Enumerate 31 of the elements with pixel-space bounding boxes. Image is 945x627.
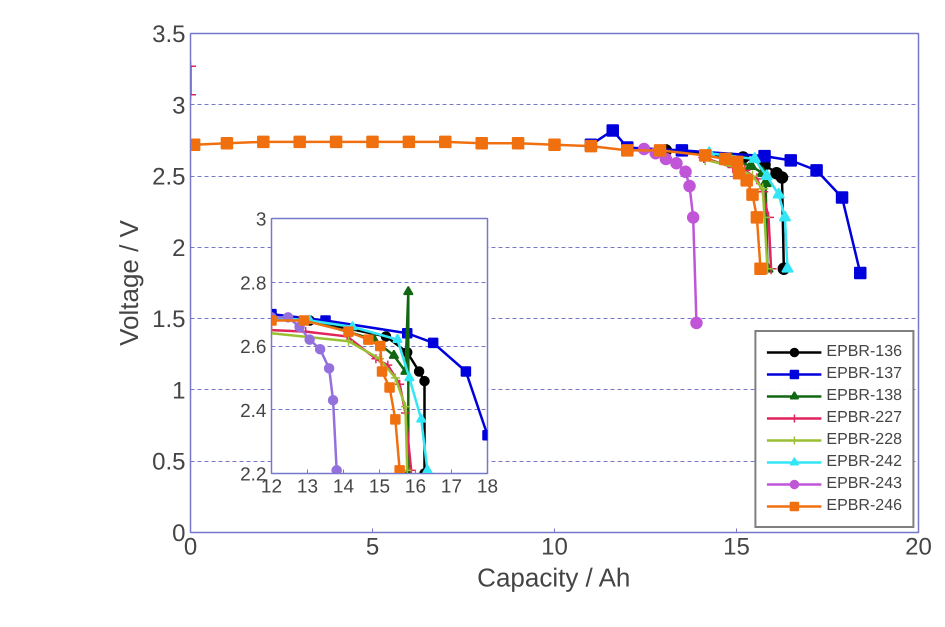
- legend-label: EPBR-243: [826, 474, 902, 494]
- y-axis-title: Voltage / V: [114, 219, 144, 346]
- legend-label: EPBR-136: [826, 342, 902, 362]
- y-tick-label: 1.5: [152, 306, 186, 334]
- x-tick-label: 14: [332, 476, 354, 498]
- y-tick-label: 0.5: [152, 448, 186, 476]
- legend-label: EPBR-138: [826, 386, 902, 406]
- legend-label: EPBR-246: [826, 496, 902, 516]
- legend-label: EPBR-227: [826, 408, 902, 428]
- x-tick-label: 10: [541, 534, 568, 560]
- y-tick-label: 3.5: [152, 21, 186, 48]
- x-tick-label: 17: [440, 476, 462, 498]
- y-tick-label: 3: [256, 210, 267, 230]
- y-tick-label: 2.5: [152, 164, 186, 191]
- x-tick-label: 16: [404, 476, 426, 498]
- y-tick-label: 2.6: [240, 337, 267, 358]
- y-tick-label: 2.8: [240, 273, 267, 294]
- legend-label: EPBR-242: [826, 452, 902, 472]
- x-axis-title: Capacity / Ah: [477, 562, 630, 592]
- x-tick-label: 20: [905, 534, 932, 560]
- x-tick-label: 13: [296, 476, 318, 498]
- legend-label: EPBR-137: [826, 364, 902, 384]
- x-tick-label: 18: [476, 476, 498, 498]
- x-tick-label: 15: [368, 476, 390, 498]
- y-tick-label: 2.4: [240, 400, 267, 422]
- y-tick-label: 2: [172, 234, 186, 262]
- y-tick-label: 3: [172, 92, 186, 120]
- y-tick-label: 1: [172, 377, 186, 404]
- x-tick-label: 5: [366, 534, 380, 560]
- legend-label: EPBR-228: [826, 430, 902, 450]
- x-tick-label: 15: [723, 534, 750, 560]
